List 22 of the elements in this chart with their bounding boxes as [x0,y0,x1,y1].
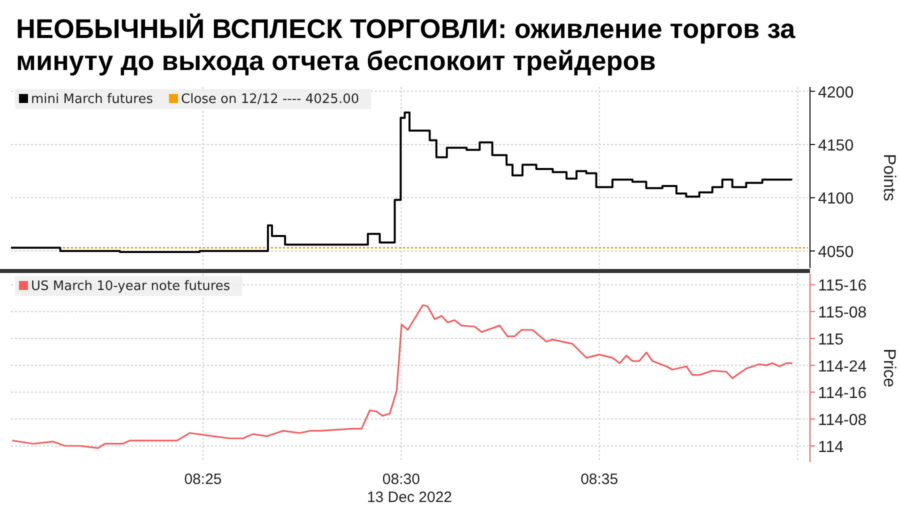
x-tick-label: 08:30 [382,471,420,488]
y-tick-label: 4200 [818,84,854,102]
legend-label: US March 10-year note futures [31,279,230,294]
y-axis-title: Price [880,348,899,388]
legend-label: mini March futures [31,92,154,107]
chart-title: НЕОБЫЧНЫЙ ВСПЛЕСК ТОРГОВЛИ: оживление торгов за минуту до выхода отчета беспокоит трейдеров [16,13,796,76]
x-axis-title: 13 Dec 2022 [366,489,452,506]
y-tick-label: 4050 [818,244,854,261]
y-tick-label: 114-24 [818,358,867,376]
y-axis-title: Points [880,154,899,202]
y-tick-label: 115-08 [818,304,867,322]
y-tick-label: 115-16 [818,278,867,295]
y-tick-label: 114-16 [818,385,867,402]
y-tick-label: 115 [818,331,844,348]
legend-label: Close on 12/12 ---- 4025.00 [181,92,360,107]
x-tick-label: 08:25 [184,471,222,488]
y-tick-label: 114 [818,438,844,456]
line-series [11,304,794,449]
x-tick-label: 08:35 [580,471,618,488]
y-tick-label: 4150 [818,137,854,154]
y-tick-label: 4100 [818,190,854,208]
y-tick-label: 114-08 [818,412,867,430]
